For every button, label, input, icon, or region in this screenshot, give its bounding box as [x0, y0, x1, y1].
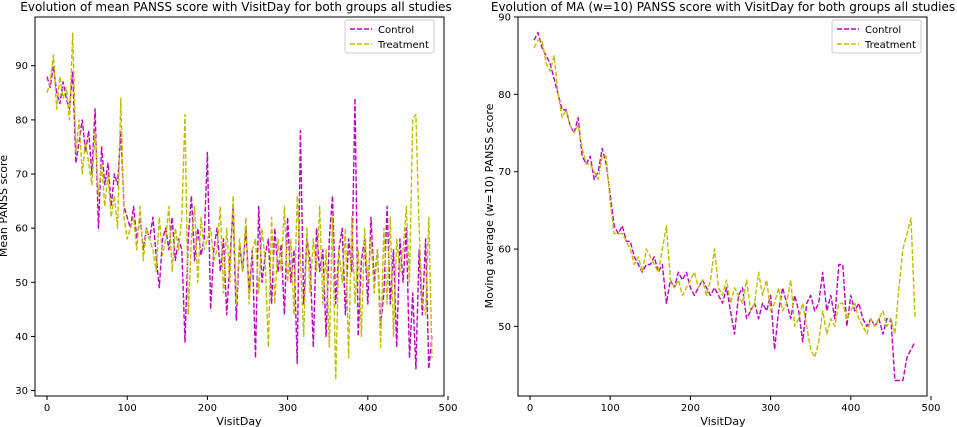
y-tick-label: 80: [15, 115, 28, 126]
y-tick-label: 60: [498, 245, 511, 256]
y-tick-label: 70: [498, 167, 511, 178]
x-tick-label: 400: [358, 403, 377, 414]
y-tick-label: 40: [15, 332, 28, 343]
y-tick-label: 30: [15, 386, 28, 397]
chart-right-legend-label-treatment: Treatment: [864, 40, 916, 51]
chart-right: Evolution of MA (w=10) PANSS score with …: [483, 0, 955, 427]
series-line-treatment: [533, 39, 916, 358]
chart-right-x-label: VisitDay: [700, 415, 746, 427]
chart-right-legend: Control Treatment: [831, 19, 922, 54]
x-tick-label: 300: [761, 403, 780, 414]
x-tick-label: 100: [118, 403, 137, 414]
y-tick-label: 90: [498, 13, 511, 24]
x-tick-label: 500: [438, 403, 457, 414]
chart-left-series: [46, 32, 433, 381]
chart-left-title: Evolution of mean PANSS score with Visit…: [20, 0, 451, 14]
chart-right-x-ticks: 0 100 200 300 400 500: [527, 396, 941, 414]
chart-right-plot-frame: [517, 16, 928, 397]
series-line-control: [533, 31, 916, 382]
chart-right-title: Evolution of MA (w=10) PANSS score with …: [491, 0, 955, 14]
x-tick-label: 400: [841, 403, 860, 414]
chart-right-legend-label-control: Control: [865, 25, 901, 36]
chart-left-plot-frame: [34, 16, 445, 397]
y-tick-label: 90: [15, 61, 28, 72]
x-tick-label: 0: [527, 403, 533, 414]
chart-left-y-label: Mean PANSS score: [0, 155, 10, 257]
y-tick-label: 80: [498, 90, 511, 101]
chart-left-x-ticks: 0 100 200 300 400 500: [44, 396, 458, 414]
chart-left-x-label: VisitDay: [216, 415, 262, 427]
chart-right-y-ticks: 50 60 70 80 90: [498, 13, 518, 333]
x-tick-label: 200: [681, 403, 700, 414]
x-tick-label: 500: [921, 403, 940, 414]
x-tick-label: 300: [278, 403, 297, 414]
x-tick-label: 0: [44, 403, 50, 414]
y-tick-label: 70: [15, 170, 28, 181]
chart-left-y-ticks: 30 40 50 60 70 80 90: [15, 61, 35, 397]
chart-left-legend-label-treatment: Treatment: [377, 40, 429, 51]
y-tick-label: 50: [498, 322, 511, 333]
y-tick-label: 60: [15, 224, 28, 235]
chart-left-legend-label-control: Control: [378, 25, 414, 36]
chart-left: Evolution of mean PANSS score with Visit…: [0, 0, 458, 427]
x-tick-label: 200: [198, 403, 217, 414]
y-tick-label: 50: [15, 278, 28, 289]
chart-right-series: [533, 31, 916, 382]
series-line-treatment: [46, 32, 433, 381]
chart-right-y-label: Moving average (w=10) PANSS score: [483, 103, 496, 308]
x-tick-label: 100: [601, 403, 620, 414]
series-line-control: [46, 64, 433, 370]
chart-left-legend: Control Treatment: [344, 19, 435, 54]
